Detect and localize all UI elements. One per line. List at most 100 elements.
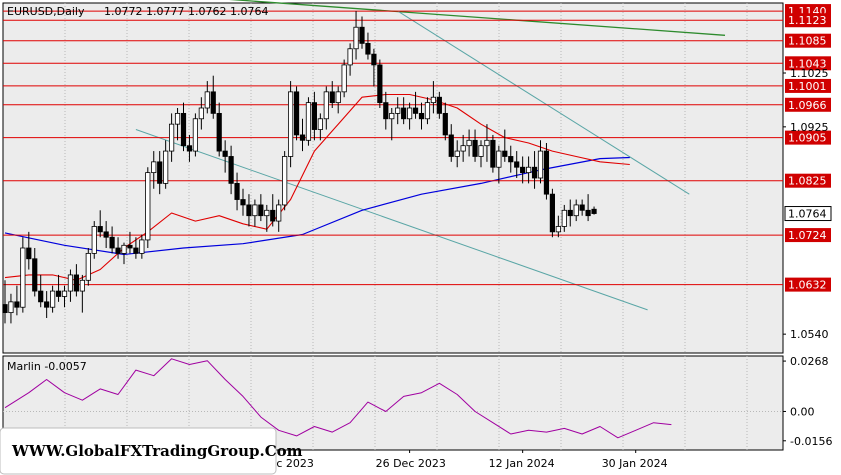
candle bbox=[186, 134, 193, 162]
candle bbox=[466, 129, 472, 157]
candle bbox=[335, 86, 341, 114]
candle bbox=[20, 237, 26, 313]
candle-body-bull bbox=[168, 123, 175, 152]
candle-body-bear bbox=[44, 301, 50, 308]
candle bbox=[341, 59, 347, 98]
candle bbox=[395, 97, 401, 125]
candle bbox=[436, 91, 442, 119]
candle-body-bear bbox=[222, 150, 228, 157]
candle bbox=[55, 274, 62, 302]
candle-body-bear bbox=[228, 156, 234, 184]
candle-body-bear bbox=[234, 182, 240, 200]
symbol-label: EURUSD,Daily bbox=[7, 5, 85, 18]
horizontal-levels bbox=[3, 10, 783, 286]
candle-body-bear bbox=[520, 166, 526, 174]
candle bbox=[347, 43, 353, 76]
candle-body-bear bbox=[579, 204, 585, 211]
candle bbox=[478, 140, 484, 168]
candle bbox=[44, 291, 50, 318]
current-price-label: 1.0764 bbox=[788, 208, 827, 221]
ohlc-label: 1.0772 1.0777 1.0762 1.0764 bbox=[104, 5, 268, 18]
watermark-text: WWW.GlobalFXTradingGroup.Com bbox=[11, 442, 303, 460]
candle bbox=[252, 199, 258, 227]
candle-body-bear bbox=[531, 166, 538, 179]
candle-body-bull bbox=[430, 96, 437, 104]
candle bbox=[484, 124, 490, 162]
candle bbox=[109, 226, 115, 254]
candle bbox=[573, 199, 579, 222]
candle-body-bear bbox=[55, 290, 62, 297]
candle-body-bull bbox=[174, 112, 181, 125]
candle bbox=[174, 108, 181, 141]
candle bbox=[210, 75, 216, 119]
candle-body-bear bbox=[401, 107, 407, 120]
level-tag-label: 1.0905 bbox=[788, 132, 827, 145]
candle-body-bear bbox=[157, 161, 163, 184]
candle bbox=[424, 97, 431, 125]
candle-body-bull bbox=[555, 226, 561, 233]
candle bbox=[549, 188, 556, 238]
candle bbox=[526, 156, 532, 184]
candle bbox=[359, 16, 365, 49]
oscillator-tick-label: 0.00 bbox=[790, 405, 815, 418]
candle-body-bull bbox=[61, 290, 68, 297]
candle bbox=[329, 81, 335, 108]
candle-body-bull bbox=[323, 91, 329, 120]
candle bbox=[264, 204, 270, 232]
candle-body-bull bbox=[395, 107, 401, 114]
level-tag bbox=[785, 277, 831, 292]
candle-body-bear bbox=[543, 150, 550, 195]
candle-body-bull bbox=[276, 204, 282, 222]
candle-body-bear bbox=[293, 91, 300, 136]
candle-body-bull bbox=[454, 150, 460, 157]
candle bbox=[180, 102, 187, 152]
level-tag-label: 1.0966 bbox=[788, 99, 827, 112]
oscillator-label: Marlin -0.0057 bbox=[7, 360, 87, 373]
oscillator-series bbox=[4, 358, 672, 439]
candle bbox=[32, 248, 38, 297]
candle-body-bear bbox=[377, 64, 383, 104]
candle bbox=[192, 113, 198, 157]
candle-body-bull bbox=[341, 64, 347, 93]
candle-body-bull bbox=[573, 204, 579, 217]
level-tag-label: 1.1001 bbox=[788, 80, 827, 93]
candle-body-bear bbox=[508, 156, 514, 163]
candle bbox=[454, 140, 460, 168]
candle bbox=[389, 108, 395, 141]
level-tag bbox=[785, 13, 831, 28]
watermark-banner: WWW.GlobalFXTradingGroup.Com bbox=[0, 427, 303, 475]
candle bbox=[26, 231, 32, 270]
current-price-tag bbox=[784, 206, 832, 222]
candle bbox=[139, 234, 145, 259]
candle-body-bull bbox=[163, 150, 169, 184]
candle bbox=[204, 81, 210, 114]
candle-body-bull bbox=[252, 204, 258, 217]
time-tick-label: 12 Jan 2024 bbox=[489, 457, 555, 470]
channel-upper-line bbox=[397, 10, 690, 195]
level-tag bbox=[785, 228, 831, 243]
level-tag-label: 1.0724 bbox=[788, 229, 827, 242]
candle-body-bear bbox=[97, 226, 103, 233]
candle bbox=[537, 140, 544, 184]
candle bbox=[163, 140, 169, 189]
candle-body-bull bbox=[406, 107, 413, 120]
candle-body-bull bbox=[264, 209, 270, 217]
candle-body-bull bbox=[460, 145, 466, 152]
level-tag-label: 1.0632 bbox=[788, 279, 827, 292]
candle bbox=[401, 97, 407, 125]
candle-body-bull bbox=[8, 301, 14, 314]
candle-body-bull bbox=[67, 274, 74, 292]
candle bbox=[246, 194, 252, 227]
candle bbox=[311, 91, 318, 141]
candle-body-bear bbox=[103, 231, 109, 238]
candle-body-bull bbox=[484, 139, 490, 147]
time-tick-label: 26 Dec 2023 bbox=[376, 457, 446, 470]
candle bbox=[198, 97, 204, 130]
level-tag bbox=[785, 130, 831, 145]
candle-body-bear bbox=[258, 204, 264, 217]
candle bbox=[115, 237, 121, 259]
candle bbox=[228, 145, 234, 195]
candle-body-bear bbox=[585, 209, 591, 217]
candle-body-bear bbox=[514, 161, 520, 168]
